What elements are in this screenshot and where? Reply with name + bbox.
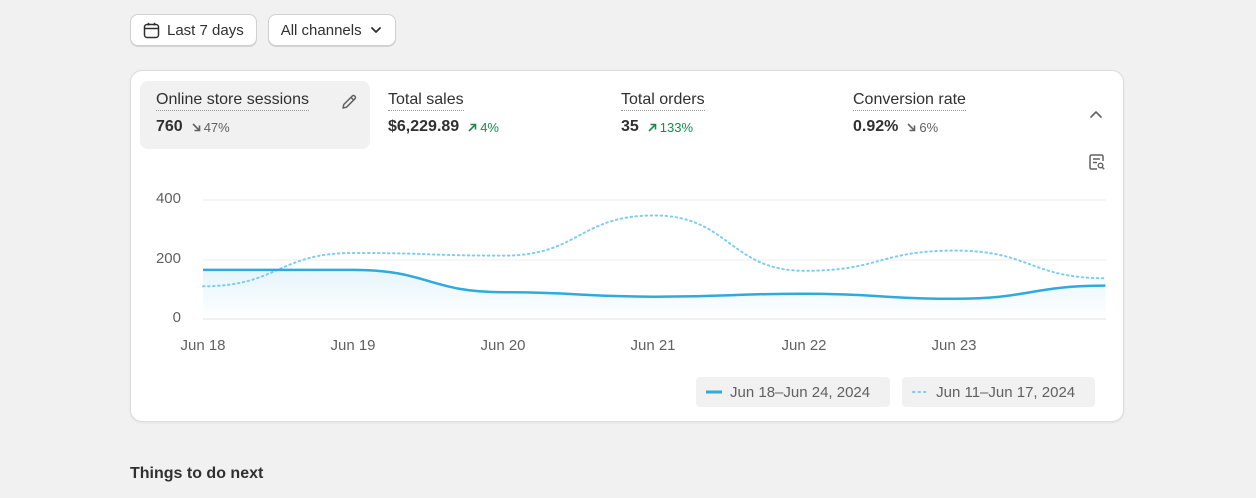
metric-delta: 4% — [467, 120, 499, 135]
pencil-icon[interactable] — [340, 93, 358, 116]
calendar-icon — [143, 22, 160, 39]
chevron-down-icon — [369, 23, 383, 37]
section-title: Things to do next — [130, 465, 264, 482]
metric-conversion-rate[interactable]: Conversion rate 0.92% 6% — [837, 81, 982, 149]
analytics-card: Online store sessions 760 47% Total sale… — [130, 70, 1124, 422]
metric-online-store-sessions[interactable]: Online store sessions 760 47% — [140, 81, 370, 149]
legend-label: Jun 18–Jun 24, 2024 — [730, 383, 871, 401]
chart-filter-icon[interactable] — [1088, 153, 1106, 176]
metric-value: 35 — [621, 118, 639, 135]
x-tick-label: Jun 19 — [330, 337, 376, 354]
y-tick-label: 200 — [155, 250, 181, 267]
metric-total-sales[interactable]: Total sales $6,229.89 4% — [372, 81, 515, 149]
date-range-label: Last 7 days — [167, 21, 244, 39]
arrow-up-right-icon — [648, 123, 657, 132]
legend-label: Jun 11–Jun 17, 2024 — [936, 383, 1076, 401]
metric-delta: 47% — [191, 120, 230, 135]
arrow-up-right-icon — [468, 123, 477, 132]
dotted-line-swatch — [912, 391, 929, 393]
chart-legend: Jun 18–Jun 24, 2024 Jun 11–Jun 17, 2024 — [696, 377, 1096, 407]
previous-series-line — [202, 214, 1107, 288]
channels-label: All channels — [280, 21, 362, 39]
metric-delta-value: 133% — [659, 119, 694, 135]
metric-label: Total orders — [621, 91, 705, 111]
metric-value: $6,229.89 — [388, 118, 460, 135]
legend-item-previous[interactable]: Jun 11–Jun 17, 2024 — [902, 377, 1096, 407]
arrow-down-right-icon — [192, 122, 201, 131]
metric-delta: 133% — [647, 120, 693, 135]
metric-value: 760 — [156, 118, 183, 135]
date-range-button[interactable]: Last 7 days — [130, 14, 257, 46]
metric-label: Online store sessions — [156, 91, 309, 111]
current-series-line — [203, 268, 1106, 301]
x-tick-label: Jun 18 — [180, 337, 226, 354]
metric-delta: 6% — [906, 120, 938, 135]
x-tick-label: Jun 20 — [480, 337, 526, 354]
metric-delta-value: 6% — [919, 119, 939, 135]
metric-total-orders[interactable]: Total orders 35 133% — [605, 81, 721, 149]
sessions-line-chart — [202, 199, 1107, 320]
filter-bar: Last 7 days All channels — [130, 14, 396, 46]
x-tick-label: Jun 23 — [931, 337, 977, 354]
current-series-area — [203, 269, 1106, 319]
y-tick-label: 400 — [155, 190, 181, 207]
legend-item-current[interactable]: Jun 18–Jun 24, 2024 — [696, 377, 891, 407]
x-tick-label: Jun 22 — [781, 337, 827, 354]
chevron-up-icon[interactable] — [1088, 107, 1104, 128]
metric-delta-value: 4% — [480, 119, 499, 135]
metric-delta-value: 47% — [203, 119, 230, 135]
channels-dropdown[interactable]: All channels — [267, 14, 396, 46]
arrow-down-right-icon — [907, 122, 916, 131]
metric-value: 0.92% — [853, 118, 899, 135]
y-tick-label: 0 — [172, 309, 181, 326]
solid-line-swatch — [706, 390, 722, 394]
metric-label: Conversion rate — [853, 91, 966, 111]
x-tick-label: Jun 21 — [630, 337, 676, 354]
metric-label: Total sales — [388, 91, 464, 111]
